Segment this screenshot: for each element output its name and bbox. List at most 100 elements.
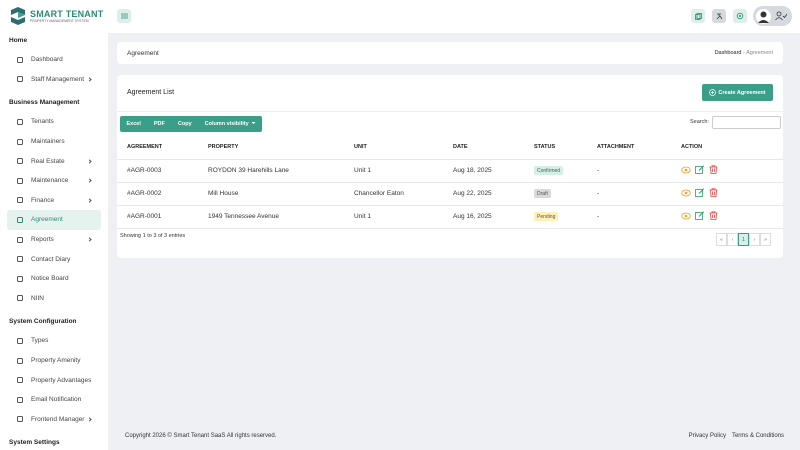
page-button[interactable]: « [716,233,727,246]
cell-status: Draft [524,182,587,206]
nav-label: Frontend Manager [31,415,85,423]
nav-label: Contact Diary [31,255,71,263]
create-button[interactable]: Create Agreement [702,84,773,101]
nav-label: Staff Management [31,75,84,83]
nav-item[interactable]: Tenants [7,112,101,132]
nav-chevron [87,198,92,203]
nav-label: Property Amenity [31,357,81,365]
brand-name: SMART TENANT [30,9,104,19]
view-icon[interactable] [681,212,691,220]
export-button[interactable]: Column visibility [198,121,262,127]
breadcrumb-home[interactable]: Dashboard [714,50,742,56]
nav-icon [17,138,23,145]
column-header: ATTACHMENT [587,136,671,160]
nav-icon [17,377,23,384]
status-badge: Draft [534,189,551,198]
nav-item[interactable]: Contact Diary [7,249,101,269]
nav-chevron [87,178,92,183]
edit-icon[interactable] [695,165,705,174]
nav-icon [17,118,23,125]
table-row: #AGR-0001 1949 Tennessee Avenue Unit 1 Aug … [117,205,783,229]
column-header: AGREEMENT [117,136,198,160]
nav-item[interactable]: Property Amenity [7,351,101,371]
nav-label: Dashboard [31,56,63,64]
nav-label: Finance [31,196,55,204]
edit-icon[interactable] [695,211,705,220]
export-buttons: Excel PDF Copy Column visibility [120,116,263,132]
nav-icon [17,396,23,403]
cell-action [671,182,783,206]
cell-unit: Chancellor Eaton [344,182,443,206]
footer-link[interactable]: Terms & Conditions [731,433,784,439]
edit-icon[interactable] [695,188,705,197]
nav-item[interactable]: Reports [7,230,101,250]
nav-item[interactable]: Notice Board [7,269,101,289]
user-menu[interactable] [753,6,792,26]
export-button[interactable]: Copy [177,121,192,127]
nav-icon [17,177,23,184]
nav-item[interactable]: Real Estate [7,151,101,171]
translate-icon[interactable] [712,9,726,23]
cell-attachment: - [587,182,671,206]
nav-label: Agreement [31,216,63,224]
create-label: Create Agreement [718,89,766,96]
export-button[interactable]: PDF [153,121,165,127]
delete-icon[interactable] [709,165,718,174]
copy-icon[interactable] [691,9,705,23]
column-header: DATE [443,136,524,160]
nav-item[interactable]: Property Advantages [7,370,101,390]
brand: SMART TENANT PROPERTY MANAGEMENT SYSTEM [9,6,103,26]
nav-icon [17,416,23,423]
sidebar: SMART TENANT PROPERTY MANAGEMENT SYSTEM … [0,0,108,450]
page-button[interactable]: ‹ [727,233,738,246]
nav-icon [17,337,23,344]
status-badge: Pending [534,212,559,221]
settings-icon[interactable] [733,9,747,23]
nav-item[interactable]: NIIN [7,289,101,309]
nav: Home Dashboard Staff Management Business Ma… [0,27,108,450]
nav-item[interactable]: Dashboard [7,50,101,70]
nav-section-title: Business Management [9,99,80,107]
view-icon[interactable] [681,166,691,174]
column-header: PROPERTY [198,136,344,160]
status-badge: Confirmed [534,166,564,175]
page-button[interactable]: 1 [738,233,749,246]
nav-item[interactable]: Agreement [7,210,101,230]
nav-item[interactable]: Frontend Manager [7,410,101,430]
nav-label: Tenants [31,118,54,126]
nav-chevron [87,77,92,82]
nav-item[interactable]: Maintenance [7,171,101,191]
delete-icon[interactable] [709,188,718,197]
nav-item[interactable]: Maintainers [7,132,101,152]
brand-tagline: PROPERTY MANAGEMENT SYSTEM [30,19,89,23]
topbar [108,0,800,33]
nav-item[interactable]: Finance [7,191,101,211]
menu-toggle[interactable] [117,9,131,23]
nav-icon [17,158,23,165]
cell-property: 1949 Tennessee Avenue [198,205,344,229]
pagination: «‹ 1 ›» [716,233,771,246]
nav-section-title: Home [9,37,28,44]
export-button[interactable]: Excel [126,121,141,127]
nav-chevron [87,237,92,242]
page-button[interactable]: › [749,233,760,246]
nav-section-title: System Configuration [9,318,77,326]
nav-label: Reports [31,236,54,244]
cell-action [671,159,783,183]
view-icon[interactable] [681,189,691,197]
copyright: Copyright 2026 © Smart Tenant SaaS All r… [125,433,277,439]
nav-icon [17,197,23,204]
agreement-table: AGREEMENT PROPERTY UNIT DATE STATUS ATTACHMEN… [117,136,783,229]
nav-item[interactable]: Types [7,331,101,351]
nav-item[interactable]: Email Notification [7,390,101,410]
nav-item[interactable]: Staff Management [7,70,101,90]
nav-icon [17,56,23,63]
delete-icon[interactable] [709,211,718,220]
page-button[interactable]: » [760,233,771,246]
search-input[interactable] [712,116,781,129]
column-header: STATUS [524,136,587,160]
footer-link[interactable]: Privacy Policy [688,433,726,439]
